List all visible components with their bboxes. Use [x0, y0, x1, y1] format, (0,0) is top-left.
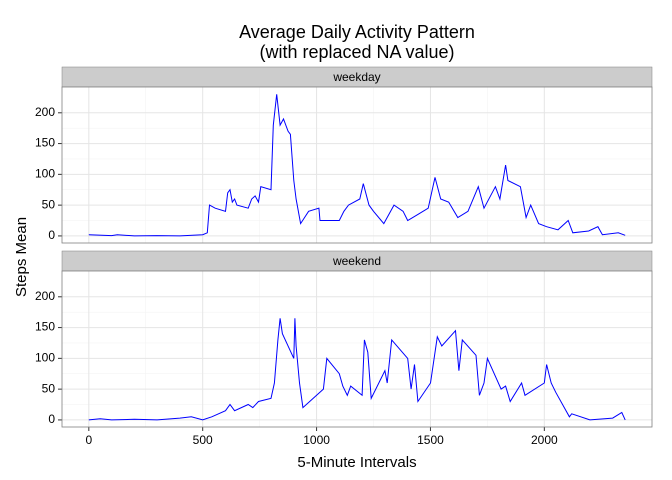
- y-tick-label: 0: [48, 412, 55, 426]
- panel-border: [61, 270, 653, 428]
- y-tick-label: 0: [48, 228, 55, 242]
- y-tick-label: 150: [35, 320, 55, 334]
- panel: [62, 271, 652, 427]
- strip-label: weekday: [332, 70, 380, 84]
- data-line: [88, 94, 626, 237]
- x-tick-label: 2000: [531, 433, 558, 447]
- y-axis-label: Steps Mean: [13, 217, 30, 297]
- y-tick-label: 150: [35, 136, 55, 150]
- y-tick-label: 50: [42, 197, 56, 211]
- y-tick-label: 200: [35, 105, 55, 119]
- x-tick-label: 500: [193, 433, 213, 447]
- y-tick-label: 50: [42, 381, 56, 395]
- panel: [62, 87, 652, 243]
- panel-border: [61, 86, 653, 244]
- data-line: [88, 318, 626, 421]
- x-tick-label: 0: [85, 433, 92, 447]
- x-tick-label: 1000: [303, 433, 330, 447]
- y-tick-label: 200: [35, 289, 55, 303]
- x-axis-label: 5-Minute Intervals: [297, 454, 416, 471]
- chart-title: Average Daily Activity Pattern: [239, 22, 475, 42]
- x-tick-label: 1500: [417, 433, 444, 447]
- strip-label: weekend: [332, 254, 381, 268]
- y-tick-label: 100: [35, 351, 55, 365]
- chart-subtitle: (with replaced NA value): [259, 42, 454, 62]
- y-tick-label: 100: [35, 167, 55, 181]
